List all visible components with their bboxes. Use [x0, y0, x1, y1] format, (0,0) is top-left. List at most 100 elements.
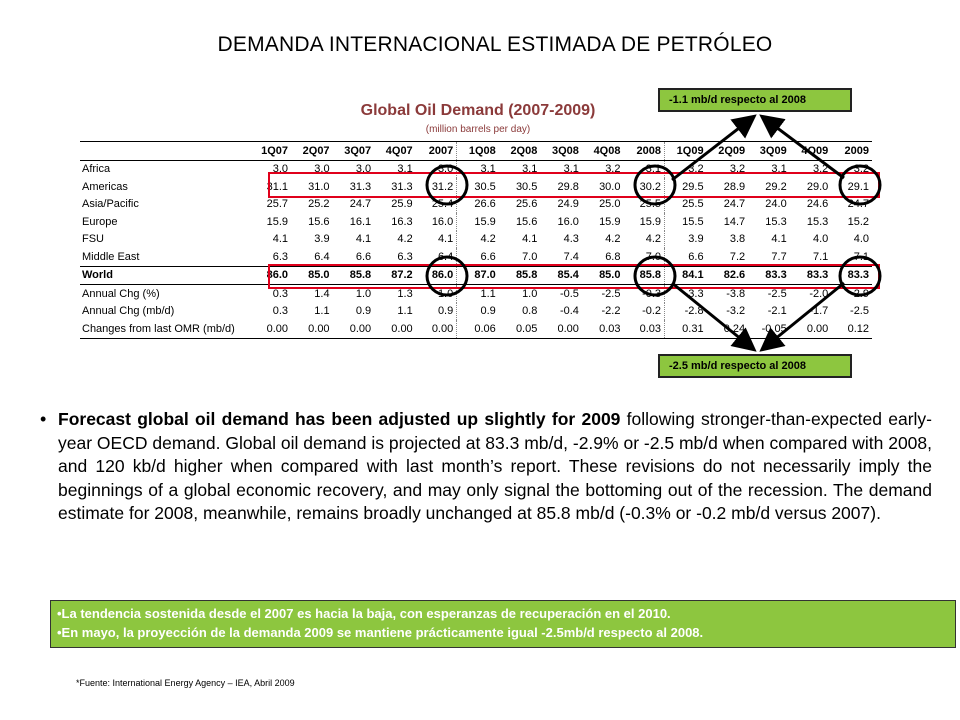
table-cell: 1.0 [355, 287, 372, 300]
table-cell: 24.0 [765, 198, 787, 211]
table-title: Global Oil Demand (2007-2009) [360, 102, 596, 119]
column-header: 1Q09 [664, 141, 707, 161]
table-row: Annual Chg (mb/d) 0.3 1.1 0.9 1.1 0.9 0.9 0.8 -0… [80, 302, 872, 320]
table-cell: -3.8 [726, 287, 746, 300]
table-row: Middle East 6.3 6.4 6.6 6.3 6.4 6.6 7.0 7.4 6.8 7.… [80, 248, 872, 266]
table-cell: 0.9 [480, 305, 496, 318]
table-cell: 4.2 [605, 233, 621, 246]
table-cell: 83.3 [831, 265, 872, 285]
column-header: 2Q08 [498, 141, 541, 161]
table-row: Changes from last OMR (mb/d) 0.00 0.00 0.00… [80, 320, 872, 339]
table-cell: -0.3 [623, 284, 666, 303]
table-cell: 15.9 [474, 215, 496, 228]
table-cell: -2.5 [850, 305, 869, 318]
table-cell: 15.3 [806, 215, 829, 228]
table-cell: 0.00 [415, 320, 458, 339]
table-cell: 83.3 [789, 265, 832, 285]
row-label: World [80, 265, 250, 285]
table-cell: 83.3 [748, 265, 790, 285]
table-cell: -0.2 [623, 302, 666, 320]
table-cell: 6.4 [314, 250, 330, 263]
table-cell: 0.00 [540, 320, 582, 339]
table-cell: 3.1 [522, 163, 538, 176]
table-cell: 25.5 [682, 198, 704, 211]
table-cell: 31.0 [308, 180, 330, 193]
table-cell: 29.0 [806, 180, 829, 193]
table-cell: 30.5 [515, 180, 538, 193]
table-row: FSU 4.1 3.9 4.1 4.2 4.1 4.2 4.1 4.3 4.2 4.2 3.9 3.8 4… [80, 230, 872, 248]
table-cell: 24.7 [847, 198, 869, 211]
table-cell: 15.9 [599, 215, 621, 228]
table-cell: 3.1 [480, 163, 496, 176]
row-label: Africa [82, 163, 111, 176]
bullet-icon: • [40, 409, 47, 429]
table-cell: 24.7 [349, 198, 372, 211]
table-cell: 3.0 [355, 163, 372, 176]
table-cell: 31.2 [415, 178, 458, 196]
column-header: 3Q07 [332, 141, 375, 161]
table-cell: 29.5 [682, 180, 704, 193]
table-cell: 0.31 [664, 320, 707, 339]
table-cell: 7.1 [812, 250, 829, 263]
table-cell: 25.7 [266, 198, 288, 211]
table-row: Annual Chg (%) 0.3 1.4 1.0 1.3 1.0 1.1 1.0 -0.5-… [80, 284, 872, 303]
table-cell: 7.0 [522, 250, 538, 263]
table-row: Asia/Pacific 25.7 25.2 24.7 25.9 25.4 26.6 25.6… [80, 195, 872, 213]
table-header-row: 1Q07 2Q07 3Q07 4Q07 2007 1Q08 2Q08 3Q08 4Q08 2008… [80, 141, 872, 161]
table-cell: 15.6 [308, 215, 330, 228]
table-cell: 6.3 [272, 250, 288, 263]
table-cell: 1.1 [314, 305, 330, 318]
table-cell: -0.4 [559, 305, 579, 318]
table-cell: 29.2 [765, 180, 787, 193]
table-body: Africa 3.0 3.0 3.0 3.1 3.0 3.1 3.1 3.1 3.2 3.1 3.2 3… [80, 160, 872, 339]
callout-bottom-text: -2.5 mb/d respecto al 2008 [669, 360, 806, 372]
table-cell: 0.00 [332, 320, 375, 339]
column-header: 1Q08 [456, 141, 499, 161]
table-cell: 1.0 [415, 284, 458, 303]
table-cell: 30.0 [599, 180, 621, 193]
table-cell: 29.8 [557, 180, 579, 193]
forecast-text: Forecast global oil demand has been adju… [58, 408, 932, 526]
table-cell: 7.7 [771, 250, 787, 263]
table-cell: 0.03 [623, 320, 666, 339]
table-cell: 85.4 [540, 265, 582, 285]
table-cell: 3.1 [563, 163, 579, 176]
table-cell: 4.0 [812, 233, 829, 246]
row-label: Europe [82, 215, 118, 228]
column-header: 4Q08 [581, 141, 624, 161]
table-cell: 16.1 [349, 215, 372, 228]
table-cell: 85.8 [623, 265, 666, 285]
table-cell: 3.8 [729, 233, 746, 246]
table-cell: 30.2 [623, 178, 666, 196]
table-cell: 25.9 [391, 198, 413, 211]
callout-top: -1.1 mb/d respecto al 2008 [658, 88, 852, 112]
table-cell: 3.2 [812, 163, 829, 176]
forecast-bold: Forecast global oil demand has been adju… [58, 409, 621, 429]
table-cell: 4.1 [415, 230, 458, 248]
table-cell: 25.5 [623, 195, 666, 213]
table-cell: 1.1 [480, 287, 496, 300]
table-cell: 4.2 [623, 230, 666, 248]
table-cell: 0.00 [291, 320, 333, 339]
table-cell: 26.6 [474, 198, 496, 211]
table-row: Europe 15.9 15.6 16.1 16.3 16.0 15.9 15.6 16.0 15… [80, 213, 872, 231]
table-cell: 4.0 [853, 233, 869, 246]
table-cell: 25.2 [308, 198, 330, 211]
oil-demand-table: 1Q07 2Q07 3Q07 4Q07 2007 1Q08 2Q08 3Q08 4Q08 2008… [80, 141, 872, 339]
table-cell: -2.9 [850, 287, 869, 300]
column-header: 3Q08 [540, 141, 582, 161]
table-cell: 1.3 [397, 287, 413, 300]
table-row: Americas 31.1 31.0 31.3 31.3 31.2 30.5 30.5 29.8… [80, 178, 872, 196]
table-cell: 16.0 [415, 213, 458, 231]
row-label: Changes from last OMR (mb/d) [80, 320, 250, 339]
table-cell: 3.9 [314, 233, 330, 246]
table-cell: 3.0 [314, 163, 330, 176]
table-cell: -2.5 [767, 287, 787, 300]
summary-line-2: •En mayo, la proyección de la demanda 20… [57, 625, 704, 640]
table-cell: -3.2 [726, 305, 746, 318]
table-cell: 1.4 [314, 287, 330, 300]
column-header: 4Q07 [374, 141, 416, 161]
table-cell: 24.6 [806, 198, 829, 211]
table-unit: (million barrels per day) [425, 124, 531, 135]
table-cell: 3.9 [688, 233, 704, 246]
